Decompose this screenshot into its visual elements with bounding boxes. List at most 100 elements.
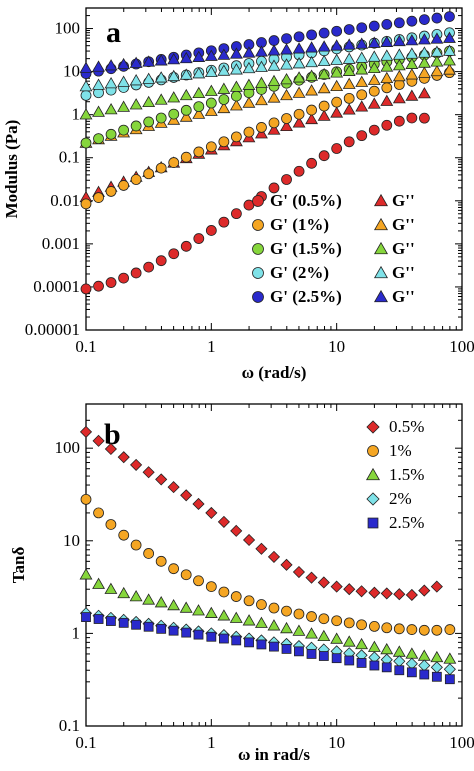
data-point-2.5pct-triangle bbox=[79, 61, 93, 73]
data-point-1.5pct-circle bbox=[230, 90, 242, 102]
data-point-1.5pct bbox=[305, 627, 318, 639]
data-point-1.5pct-triangle bbox=[430, 55, 444, 67]
data-point-0.5pct-triangle bbox=[342, 103, 356, 115]
data-point-1.5pct bbox=[430, 650, 444, 663]
data-point-0.5pct bbox=[368, 586, 381, 599]
data-point-1.5pct-circle bbox=[155, 112, 167, 124]
data-point-1.5pct-triangle bbox=[367, 61, 381, 74]
data-point-1.5pct-triangle bbox=[443, 54, 456, 66]
data-point-2.5pct-circle bbox=[331, 25, 343, 37]
data-point-0.5pct-triangle bbox=[405, 89, 419, 101]
data-point-1.5pct bbox=[330, 632, 344, 644]
data-point-0.5pct bbox=[230, 524, 243, 537]
legend-marker-circle bbox=[252, 243, 264, 255]
data-point-0.5pct-circle bbox=[143, 261, 155, 273]
data-point-1pct bbox=[155, 555, 167, 567]
data-point-1pct-circle bbox=[318, 100, 330, 112]
data-point-1pct-triangle bbox=[405, 68, 419, 80]
data-point-0.5pct bbox=[430, 580, 443, 593]
data-point-0.5pct bbox=[180, 489, 193, 502]
legend-label: G' (0.5%) bbox=[270, 191, 342, 210]
data-point-0.5pct bbox=[305, 571, 318, 584]
data-point-2.5pct-triangle bbox=[430, 32, 444, 44]
data-point-2.5pct bbox=[105, 616, 116, 626]
data-point-1pct-triangle bbox=[330, 79, 344, 92]
data-point-2.5pct-triangle bbox=[355, 37, 369, 49]
data-point-1pct bbox=[306, 611, 317, 622]
data-point-1pct-triangle bbox=[280, 88, 293, 101]
data-point-2.5pct bbox=[306, 649, 317, 659]
data-point-0.5pct-triangle bbox=[392, 91, 406, 104]
data-point-2.5pct bbox=[318, 651, 329, 661]
x-tick-label: 10 bbox=[328, 733, 345, 752]
data-point-2pct-triangle bbox=[305, 55, 319, 68]
x-tick-label: 0.1 bbox=[75, 337, 96, 356]
data-point-0.5pct bbox=[393, 588, 406, 601]
data-point-0.5pct bbox=[255, 542, 268, 555]
data-point-2.5pct-circle bbox=[343, 24, 355, 35]
data-point-2.5pct-triangle bbox=[104, 59, 118, 71]
data-point-0.5pct-circle bbox=[393, 115, 405, 127]
data-point-0.5pct bbox=[317, 576, 330, 589]
data-point-2pct bbox=[393, 655, 406, 668]
data-point-1.5pct-triangle bbox=[104, 103, 118, 115]
data-point-0.5pct-circle bbox=[193, 233, 205, 244]
data-point-1.5pct-triangle bbox=[154, 93, 168, 105]
panel-a-y-axis-label: Modulus (Pa) bbox=[2, 120, 21, 219]
data-point-0.5pct bbox=[418, 584, 431, 597]
data-point-1pct-triangle bbox=[367, 73, 381, 85]
data-point-2.5pct bbox=[93, 614, 104, 624]
data-point-2.5pct-triangle bbox=[443, 31, 456, 43]
data-point-2.5pct bbox=[131, 619, 141, 630]
data-point-1pct-triangle bbox=[292, 86, 306, 98]
data-point-1.5pct bbox=[104, 582, 118, 594]
data-point-1.5pct-triangle bbox=[217, 82, 231, 94]
data-point-1.5pct-triangle bbox=[167, 91, 181, 103]
data-point-2pct-triangle bbox=[192, 67, 206, 79]
data-point-0.5pct-triangle bbox=[380, 94, 394, 106]
data-point-1pct-circle bbox=[218, 136, 230, 148]
data-point-2.5pct-triangle bbox=[342, 38, 356, 50]
data-point-0.5pct-circle bbox=[306, 157, 318, 169]
data-point-1.5pct bbox=[242, 614, 256, 626]
panel-a-tick-labels: 0.1 1 10 100 0.00001 0.0001 0.001 0.01 0.1 1 10 100 bbox=[25, 19, 474, 356]
legend-marker-square bbox=[367, 517, 379, 529]
data-point-1pct-circle bbox=[243, 126, 255, 138]
data-point-1.5pct-triangle bbox=[267, 74, 281, 87]
data-point-1pct-circle bbox=[331, 96, 343, 108]
data-point-2.5pct-triangle bbox=[305, 41, 319, 53]
data-point-1pct bbox=[368, 620, 380, 632]
y-tick-label: 0.00001 bbox=[25, 320, 80, 339]
data-point-1.5pct-triangle bbox=[192, 86, 206, 99]
data-point-2.5pct-triangle bbox=[167, 53, 181, 65]
data-point-1pct bbox=[281, 605, 292, 617]
data-point-2pct bbox=[443, 663, 456, 676]
data-point-1.5pct bbox=[267, 619, 281, 631]
data-point-1.5pct-circle bbox=[80, 137, 92, 149]
data-point-1.5pct bbox=[204, 606, 218, 618]
data-point-2pct-triangle bbox=[217, 64, 231, 76]
data-point-2.5pct bbox=[406, 667, 417, 678]
data-point-1pct-circle bbox=[205, 141, 217, 153]
data-point-2.5pct-triangle bbox=[154, 54, 168, 66]
data-point-2.5pct-triangle bbox=[367, 36, 381, 48]
data-point-1.5pct bbox=[117, 586, 131, 599]
data-point-0.5pct-triangle bbox=[355, 100, 369, 112]
data-point-1.5pct-triangle bbox=[229, 80, 243, 92]
data-point-2.5pct bbox=[193, 629, 204, 640]
data-point-1.5pct bbox=[254, 616, 268, 628]
data-point-2.5pct bbox=[156, 623, 167, 634]
data-point-2pct bbox=[430, 661, 443, 674]
legend-marker-diamond bbox=[366, 492, 380, 506]
data-point-1pct-triangle bbox=[430, 64, 444, 77]
data-point-2.5pct-circle bbox=[268, 35, 280, 46]
data-point-1pct-circle bbox=[155, 162, 167, 174]
legend-marker-triangle bbox=[373, 241, 389, 255]
data-point-2.5pct-triangle bbox=[405, 33, 419, 46]
data-point-1.5pct bbox=[129, 589, 143, 602]
data-point-1.5pct bbox=[392, 645, 406, 657]
data-point-2.5pct-triangle bbox=[142, 55, 156, 67]
data-point-2.5pct bbox=[231, 635, 242, 646]
data-point-1pct bbox=[444, 624, 456, 635]
data-point-1pct bbox=[230, 591, 242, 602]
